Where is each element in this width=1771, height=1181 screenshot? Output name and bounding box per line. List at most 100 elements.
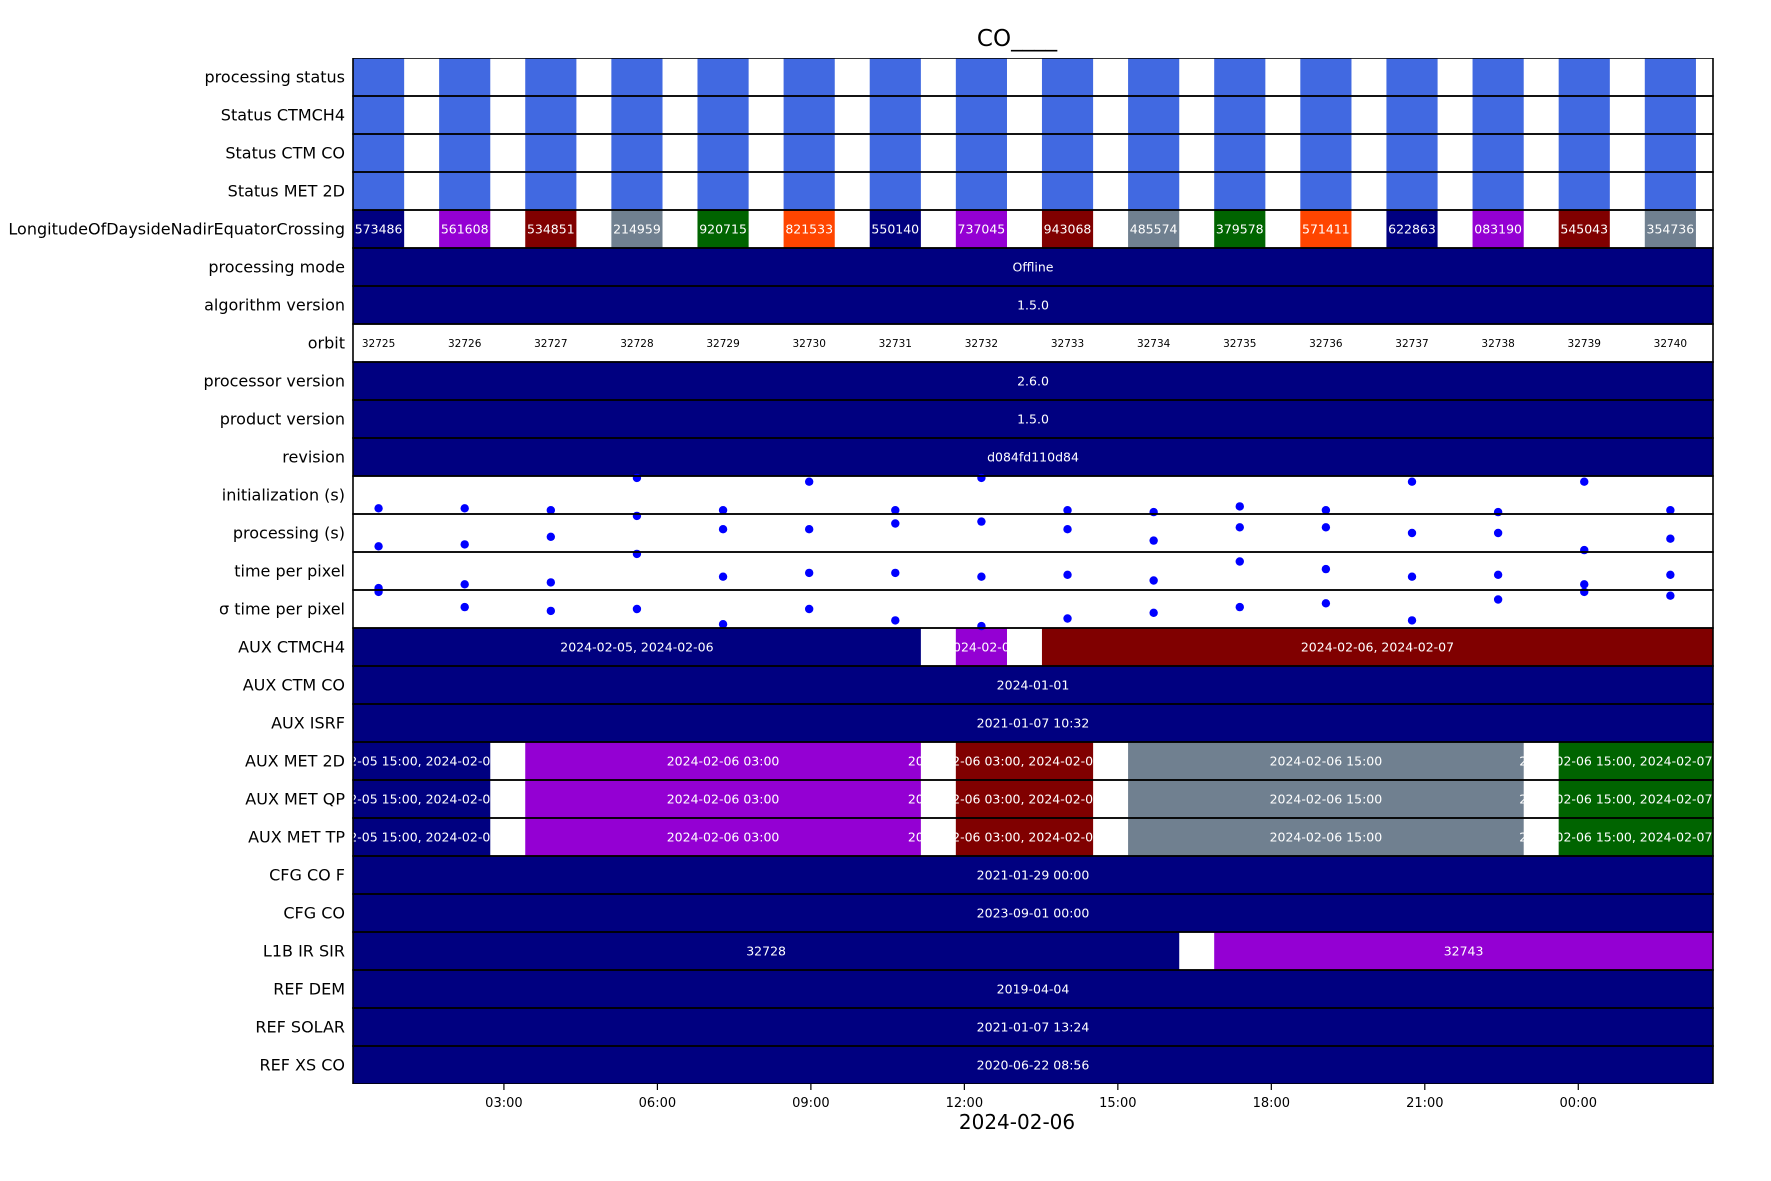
longitude-orbit-32737: 622863 xyxy=(1386,210,1438,248)
aux-met-2d-segment-4-bar xyxy=(1128,742,1524,780)
longitude-orbit-32739-label: 545043 xyxy=(1560,222,1608,237)
processing-mode-segment-label: Offline xyxy=(1012,260,1053,275)
row-frame-initialization-s xyxy=(352,475,1714,515)
aux-met-qp-segment-2-label: 2024-02-06 03:00 xyxy=(667,792,780,807)
status-met-2d-orbit-32735 xyxy=(1214,172,1266,210)
status-met-2d-orbit-32735-bar xyxy=(1214,172,1266,210)
cfg-co-f-segment-label: 2021-01-29 00:00 xyxy=(977,868,1090,883)
chart-title: CO____ xyxy=(977,26,1058,52)
status-ctm-co-orbit-32725-bar xyxy=(353,134,405,172)
x-tick-label-1800: 18:00 xyxy=(1253,1096,1290,1111)
row-label-cfg-co-f: CFG CO F xyxy=(269,866,345,885)
cfg-co-f-segment-bar xyxy=(353,856,1713,894)
status-ctmch4-orbit-32728-bar xyxy=(611,96,663,134)
orbit-label-32736: 32736 xyxy=(1309,338,1343,350)
processing-s-point-32734 xyxy=(1149,536,1158,545)
status-ctm-co-orbit-32738 xyxy=(1472,134,1524,172)
status-met-2d-orbit-32730 xyxy=(783,172,835,210)
longitude-orbit-32727: 534851 xyxy=(525,210,577,248)
status-ctmch4-orbit-32727-bar xyxy=(525,96,577,134)
status-met-2d-orbit-32732-bar xyxy=(955,172,1007,210)
aux-ctm-co-segment-label: 2024-01-01 xyxy=(997,678,1070,693)
status-met-2d-orbit-32740 xyxy=(1644,172,1696,210)
aux-met-2d-segment-2: 2024-02-06 03:00 xyxy=(525,742,921,780)
status-ctmch4-orbit-32736 xyxy=(1300,96,1352,134)
status-met-2d-orbit-32731 xyxy=(869,172,921,210)
time-per-pixel-point-32739 xyxy=(1580,580,1589,589)
status-ctm-co-orbit-32737 xyxy=(1386,134,1438,172)
processing-status-orbit-32739-bar xyxy=(1558,58,1610,96)
status-ctmch4-orbit-32732-bar xyxy=(955,96,1007,134)
sigma-time-per-pixel-point-32739 xyxy=(1580,587,1589,597)
processing-s-point-32733 xyxy=(1063,525,1072,534)
status-met-2d-orbit-32740-bar xyxy=(1644,172,1696,210)
longitude-orbit-32731-label: 550140 xyxy=(871,222,919,237)
longitude-orbit-32735-label: 379578 xyxy=(1216,222,1264,237)
row-label-ref-solar: REF SOLAR xyxy=(255,1018,345,1037)
longitude-orbit-32740-label: 354736 xyxy=(1647,222,1695,237)
aux-isrf-segment: 2021-01-07 10:32 xyxy=(353,704,1713,742)
status-ctmch4-orbit-32738 xyxy=(1472,96,1524,134)
row-label-orbit: orbit xyxy=(308,334,345,353)
row-label-aux-isrf: AUX ISRF xyxy=(271,714,345,733)
status-ctm-co-orbit-32729 xyxy=(697,134,749,172)
longitude-orbit-32729: 920715 xyxy=(697,210,749,248)
row-label-aux-ctm-co: AUX CTM CO xyxy=(243,676,345,695)
longitude-orbit-32725-label: 573486 xyxy=(355,222,403,237)
status-met-2d-orbit-32726 xyxy=(439,172,491,210)
aux-met-qp-segment-2: 2024-02-06 03:00 xyxy=(525,780,921,818)
orbit-label-32735: 32735 xyxy=(1223,338,1256,350)
aux-met-qp-segment-4-label: 2024-02-06 15:00 xyxy=(1270,792,1383,807)
processing-s-point-32731 xyxy=(891,519,900,528)
processing-s-point-32740 xyxy=(1666,534,1675,543)
x-tick-label-1500: 15:00 xyxy=(1099,1096,1136,1111)
l1b-ir-sir-segment-1: 32728 xyxy=(353,932,1180,970)
status-ctm-co-orbit-32738-bar xyxy=(1472,134,1524,172)
status-met-2d-orbit-32728 xyxy=(611,172,663,210)
processing-s-point-32730 xyxy=(804,525,814,534)
status-ctm-co-orbit-32735-bar xyxy=(1214,134,1266,172)
processor-version-segment-label: 2.6.0 xyxy=(1017,374,1049,389)
aux-met-2d-segment-1: 2024-02-05 15:00, 2024-02-06 03:00 xyxy=(305,742,538,780)
row-label-processing-status: processing status xyxy=(205,68,345,87)
longitude-orbit-32739: 545043 xyxy=(1558,210,1610,248)
longitude-orbit-32725-bar xyxy=(353,210,405,248)
processing-status-orbit-32736 xyxy=(1300,58,1352,96)
ref-xs-co-segment-label: 2020-06-22 08:56 xyxy=(977,1058,1090,1073)
aux-ctmch4-segment-2-bar xyxy=(955,628,1007,666)
aux-met-qp-segment-1-label: 2024-02-05 15:00, 2024-02-06 03:00 xyxy=(305,792,538,807)
longitude-orbit-32734-bar xyxy=(1128,210,1180,248)
aux-met-2d-segment-3-label: 2024-02-06 03:00, 2024-02-06 15:00 xyxy=(908,754,1141,769)
processing-s-point-32728 xyxy=(632,511,642,521)
ref-dem-segment-label: 2019-04-04 xyxy=(997,982,1070,997)
algorithm-version-segment-bar xyxy=(353,286,1713,324)
status-met-2d-orbit-32726-bar xyxy=(439,172,491,210)
longitude-orbit-32736-bar xyxy=(1300,210,1352,248)
status-met-2d-orbit-32738 xyxy=(1472,172,1524,210)
processing-status-orbit-32738-bar xyxy=(1472,58,1524,96)
row-label-l1b-ir-sir: L1B IR SIR xyxy=(263,942,345,961)
longitude-orbit-32733-label: 943068 xyxy=(1044,222,1092,237)
status-ctm-co-orbit-32737-bar xyxy=(1386,134,1438,172)
longitude-orbit-32734: 485574 xyxy=(1128,210,1180,248)
time-per-pixel-point-32732 xyxy=(977,572,986,581)
aux-met-tp-segment-5-bar xyxy=(1558,818,1713,856)
longitude-orbit-32725: 573486 xyxy=(353,210,405,248)
processing-s-point-32735 xyxy=(1235,523,1244,532)
aux-met-2d-segment-1-bar xyxy=(353,742,491,780)
status-ctm-co-orbit-32736 xyxy=(1300,134,1352,172)
l1b-ir-sir-segment-2-label: 32743 xyxy=(1444,944,1484,959)
initialization-s-point-32737 xyxy=(1407,477,1417,486)
status-met-2d-orbit-32725-bar xyxy=(353,172,405,210)
aux-ctmch4-segment-1: 2024-02-05, 2024-02-06 xyxy=(353,628,921,666)
aux-ctmch4-segment-1-label: 2024-02-05, 2024-02-06 xyxy=(560,640,713,655)
aux-met-tp-segment-5: 2024-02-06 15:00, 2024-02-07 03:00 xyxy=(1519,818,1752,856)
ref-solar-segment: 2021-01-07 13:24 xyxy=(353,1008,1713,1046)
row-label-status-met-2d: Status MET 2D xyxy=(228,182,345,201)
status-ctm-co-orbit-32739-bar xyxy=(1558,134,1610,172)
status-ctmch4-orbit-32730 xyxy=(783,96,835,134)
initialization-s-point-32734 xyxy=(1149,507,1158,517)
x-tick-label-0300: 03:00 xyxy=(485,1096,522,1111)
status-met-2d-orbit-32739-bar xyxy=(1558,172,1610,210)
orbit-label-32725: 32725 xyxy=(362,338,395,350)
